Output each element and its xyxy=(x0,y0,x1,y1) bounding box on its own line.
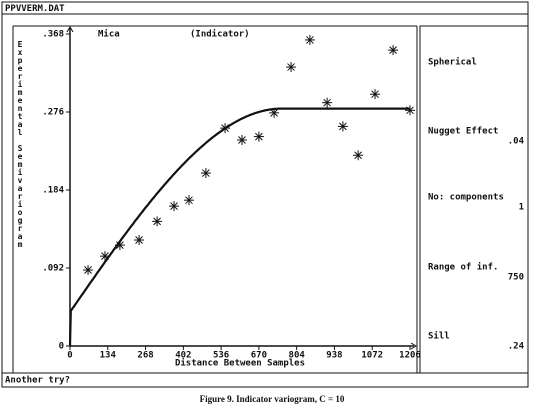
data-point xyxy=(269,107,280,118)
model-name: Spherical xyxy=(428,57,477,68)
panel-label: Range of inf. xyxy=(428,262,498,273)
data-point xyxy=(114,240,125,251)
data-point xyxy=(183,195,194,206)
x-tick-label: 1072 xyxy=(361,351,383,361)
asterisk-stroke xyxy=(135,236,143,244)
y-tick-label: .368 xyxy=(42,30,64,40)
x-tick-label: 938 xyxy=(326,351,342,361)
asterisk-stroke xyxy=(84,266,92,274)
y-tick-label: .092 xyxy=(42,264,64,274)
asterisk-stroke xyxy=(306,36,314,44)
x-tick-label: 402 xyxy=(175,351,191,361)
data-point xyxy=(304,34,315,45)
x-tick-label: 670 xyxy=(251,351,267,361)
data-point xyxy=(388,45,399,56)
panel-label: Nugget Effect xyxy=(428,127,498,137)
data-point xyxy=(405,105,415,116)
asterisk-stroke xyxy=(255,132,263,141)
asterisk-stroke xyxy=(389,46,397,54)
panel-value: .04 xyxy=(508,137,525,147)
asterisk-stroke xyxy=(287,63,295,71)
x-axis-arrow xyxy=(410,342,417,350)
asterisk-stroke xyxy=(354,151,362,160)
x-tick-label: 804 xyxy=(289,351,306,361)
x-tick-label: 536 xyxy=(213,351,229,361)
model-curve xyxy=(68,107,410,347)
panel-label: Sill xyxy=(428,331,450,342)
data-point xyxy=(337,121,348,132)
x-tick-label: 268 xyxy=(137,351,153,361)
data-point xyxy=(200,168,211,179)
panel-value: .24 xyxy=(508,342,525,352)
asterisk-stroke xyxy=(116,241,124,249)
chart-title: Mica xyxy=(98,29,120,40)
prompt[interactable]: Another try? xyxy=(5,376,70,386)
asterisk-stroke xyxy=(270,108,278,117)
data-point xyxy=(134,235,145,246)
asterisk-stroke xyxy=(339,122,347,131)
data-point xyxy=(370,89,381,100)
data-point xyxy=(152,216,163,227)
y-tick-label: .184 xyxy=(42,186,64,196)
data-point xyxy=(220,123,231,134)
data-point xyxy=(253,131,264,142)
panel-label: No: components xyxy=(428,193,504,203)
data-point xyxy=(286,62,297,73)
data-point xyxy=(99,251,110,262)
chart-subtitle: (Indicator) xyxy=(190,29,250,40)
x-tick-label: 1206 xyxy=(399,351,421,361)
asterisk-stroke xyxy=(101,252,109,260)
asterisk-stroke xyxy=(153,217,161,226)
asterisk-stroke xyxy=(371,90,379,99)
asterisk-stroke xyxy=(185,196,193,205)
panel-value: 750 xyxy=(508,273,524,283)
data-point xyxy=(169,201,180,212)
asterisk-stroke xyxy=(323,98,331,107)
x-axis-label: Distance Between Samples xyxy=(175,358,305,369)
data-point xyxy=(322,97,333,108)
data-point xyxy=(83,265,94,276)
data-point xyxy=(353,150,364,161)
y-tick-label: .276 xyxy=(42,108,64,118)
y-tick-label: 0 xyxy=(59,342,64,352)
x-tick-label: 134 xyxy=(100,351,117,361)
asterisk-stroke xyxy=(170,202,178,210)
window-title: PPVVERM.DAT xyxy=(5,4,65,14)
asterisk-stroke xyxy=(406,106,414,115)
asterisk-stroke xyxy=(202,169,210,177)
panel-value: 1 xyxy=(519,203,524,213)
asterisk-stroke xyxy=(238,136,246,144)
y-axis-label: Experimental Semivariogram xyxy=(16,40,25,248)
y-axis-arrow xyxy=(66,26,74,33)
data-point xyxy=(236,134,247,145)
caption: Figure 9. Indicator variogram, C = 10 xyxy=(200,394,345,404)
asterisk-stroke xyxy=(221,124,229,132)
x-tick-label: 0 xyxy=(67,351,72,361)
